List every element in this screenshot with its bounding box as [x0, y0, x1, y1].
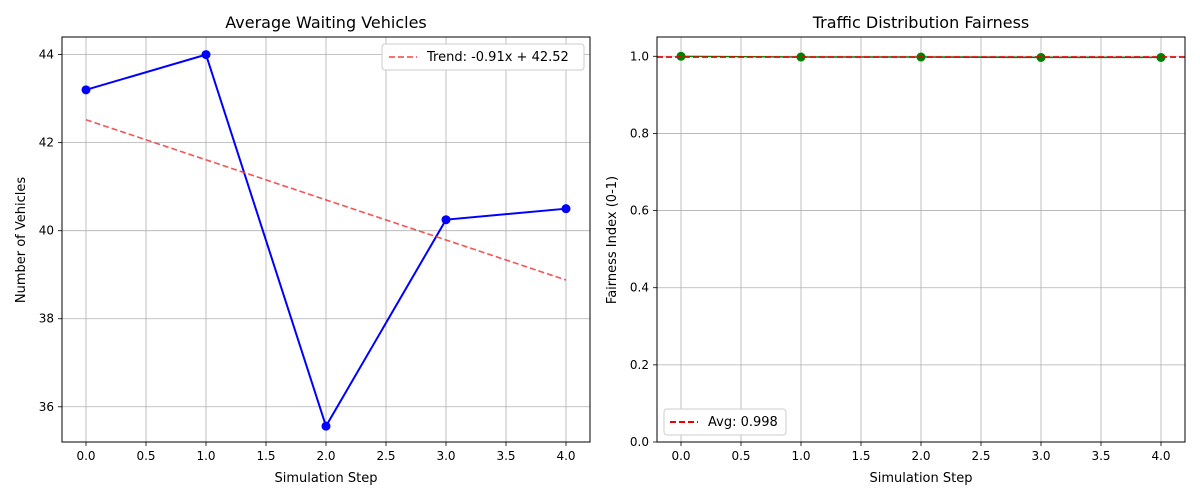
y-tick-label: 44 [39, 48, 54, 62]
x-tick-label: 4.0 [1151, 449, 1170, 463]
legend: Trend: -0.91x + 42.52 [381, 43, 585, 71]
x-axis-label: Simulation Step [870, 471, 973, 486]
data-point [201, 50, 211, 60]
legend-box [381, 43, 585, 71]
waiting-vehicles-chart: Average Waiting Vehicles Simulation Step… [14, 13, 591, 486]
y-tick-label: 36 [39, 400, 54, 414]
chart-title: Average Waiting Vehicles [225, 13, 427, 32]
x-tick-label: 4.0 [556, 449, 575, 463]
x-tick-label: 3.0 [436, 449, 455, 463]
y-tick-label: 0.0 [630, 435, 649, 449]
data-point [441, 215, 451, 225]
y-tick-label: 40 [39, 224, 54, 238]
y-tick-label: 0.4 [630, 281, 649, 295]
x-tick-label: 1.5 [851, 449, 870, 463]
y-tick-label: 38 [39, 312, 54, 326]
y-tick-label: 0.8 [630, 126, 649, 140]
y-axis-label: Number of Vehicles [14, 177, 29, 304]
y-tick-label: 1.0 [630, 49, 649, 63]
data-point [321, 421, 331, 431]
legend-box [663, 408, 787, 436]
y-axis-label: Fairness Index (0-1) [605, 176, 620, 304]
plot-area: 0.0 0.5 1.0 1.5 2.0 2.5 3.0 3.5 4.0 0.0 0.2 0.4 0.6 0… [630, 36, 1186, 463]
x-tick-label: 2.5 [376, 449, 395, 463]
data-point [81, 85, 91, 95]
x-tick-label: 2.5 [971, 449, 990, 463]
y-tick-label: 0.6 [630, 204, 649, 218]
y-tick-label: 42 [39, 136, 54, 150]
x-tick-label: 2.0 [316, 449, 335, 463]
axes-frame [61, 36, 591, 443]
plot-area: 0.0 0.5 1.0 1.5 2.0 2.5 3.0 3.5 4.0 36 38 40 42 44 [39, 36, 591, 463]
legend: Avg: 0.998 [663, 408, 787, 436]
x-tick-label: 3.0 [1031, 449, 1050, 463]
x-tick-label: 2.0 [911, 449, 930, 463]
data-point [561, 204, 571, 214]
y-tick-label: 0.2 [630, 358, 649, 372]
x-tick-label: 3.5 [1091, 449, 1110, 463]
x-tick-label: 0.5 [731, 449, 750, 463]
x-tick-label: 0.5 [136, 449, 155, 463]
x-tick-label: 1.0 [791, 449, 810, 463]
x-tick-label: 3.5 [496, 449, 515, 463]
x-tick-label: 1.5 [256, 449, 275, 463]
chart-title: Traffic Distribution Fairness [812, 13, 1030, 32]
fairness-chart: Traffic Distribution Fairness Simulation… [605, 13, 1186, 486]
x-tick-label: 0.0 [671, 449, 690, 463]
trend-line [85, 119, 567, 281]
x-axis-label: Simulation Step [275, 471, 378, 486]
x-tick-label: 0.0 [76, 449, 95, 463]
legend-label-avg: Avg: 0.998 [708, 415, 778, 430]
axes-frame [656, 36, 1186, 443]
x-tick-label: 1.0 [196, 449, 215, 463]
legend-label-trend: Trend: -0.91x + 42.52 [426, 50, 569, 65]
